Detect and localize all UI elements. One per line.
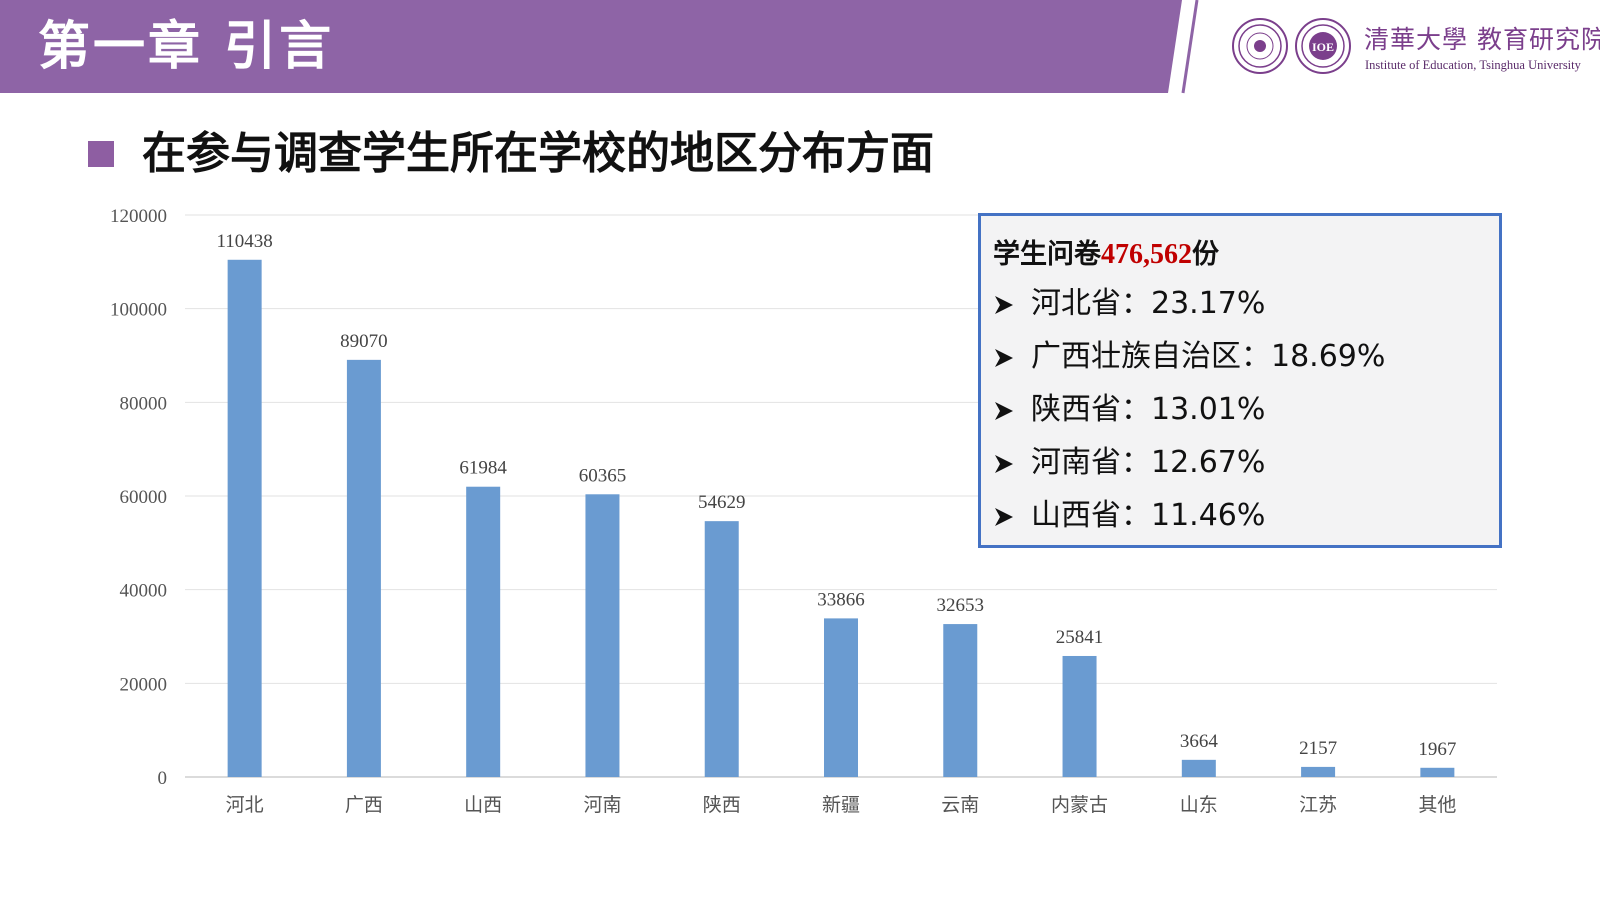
x-tick-label: 山东 [1180, 794, 1218, 816]
bar-4 [704, 521, 739, 777]
data-label: 60365 [579, 465, 627, 486]
x-tick-label: 新疆 [822, 794, 860, 816]
y-tick-label: 0 [158, 768, 168, 789]
list-item-text: 广西壮族自治区：18.69% [1031, 339, 1386, 374]
x-tick-label: 内蒙古 [1051, 794, 1108, 816]
y-tick-label: 80000 [120, 393, 168, 414]
bar-3 [585, 494, 620, 777]
list-item: 山西省：11.46% [993, 496, 1385, 549]
data-label: 89070 [340, 331, 388, 352]
tsinghua-seal-icon [1232, 18, 1288, 74]
summary-heading-prefix: 学生问卷 [993, 239, 1101, 270]
institute-name-cn: 清華大學 教育研究院 [1364, 25, 1600, 54]
ioe-seal-icon: IOE [1295, 18, 1351, 74]
bar-7 [1062, 655, 1097, 777]
data-label: 2157 [1299, 738, 1337, 759]
list-item-text: 河北省：23.17% [1031, 286, 1266, 321]
bar-6 [943, 624, 978, 777]
summary-list: 河北省：23.17% 广西壮族自治区：18.69% 陕西省：13.01% 河南省… [993, 284, 1385, 549]
summary-heading-suffix: 份 [1192, 239, 1219, 270]
x-tick-label: 河南 [583, 794, 621, 816]
section-title: 在参与调查学生所在学校的地区分布方面 [142, 128, 934, 179]
x-tick-label: 广西 [345, 794, 383, 816]
x-tick-label: 其他 [1418, 794, 1456, 816]
list-item: 陕西省：13.01% [993, 390, 1385, 443]
summary-box: 学生问卷476,562份 河北省：23.17% 广西壮族自治区：18.69% 陕… [978, 213, 1502, 548]
bar-10 [1420, 767, 1455, 777]
data-label: 3664 [1180, 731, 1219, 752]
seal-text: IOE [1312, 40, 1334, 54]
section-bullet-icon [88, 141, 114, 167]
chart-y-axis: 0 20000 40000 60000 80000 100000 120000 [110, 206, 167, 789]
data-label: 54629 [698, 492, 746, 513]
data-label: 25841 [1056, 627, 1104, 648]
arrow-bullet-icon [993, 284, 1017, 324]
y-tick-label: 20000 [120, 674, 168, 695]
bar-0 [227, 259, 262, 777]
header-banner: 第一章 引言 IOE 清華大學 教育研究院 Institute of Educa… [0, 0, 1600, 95]
x-tick-label: 云南 [941, 794, 979, 816]
list-item: 河北省：23.17% [993, 284, 1385, 337]
x-tick-label: 江苏 [1299, 794, 1337, 816]
data-label: 110438 [216, 231, 272, 252]
data-label: 61984 [459, 458, 507, 479]
list-item: 河南省：12.67% [993, 443, 1385, 496]
list-item-text: 河南省：12.67% [1031, 445, 1266, 480]
bar-1 [346, 359, 381, 777]
tsinghua-logo: IOE 清華大學 教育研究院 Institute of Education, T… [1232, 18, 1600, 78]
institute-name-en: Institute of Education, Tsinghua Univers… [1365, 58, 1581, 72]
banner-shape [0, 0, 1199, 94]
arrow-bullet-icon [993, 337, 1017, 377]
y-tick-label: 120000 [110, 206, 167, 227]
bar-2 [466, 486, 501, 777]
data-label: 1967 [1418, 739, 1456, 760]
summary-total: 476,562 [1101, 239, 1192, 270]
chart-labels: 110438 河北 89070 广西 61984 山西 60365 河南 54629 陕西 3386… [216, 231, 1456, 816]
chapter-title: 第一章 引言 [38, 17, 335, 77]
data-label: 32653 [937, 595, 985, 616]
list-item: 广西壮族自治区：18.69% [993, 337, 1385, 390]
arrow-bullet-icon [993, 443, 1017, 483]
x-tick-label: 河北 [226, 794, 264, 816]
arrow-bullet-icon [993, 496, 1017, 536]
y-tick-label: 100000 [110, 300, 167, 321]
bar-8 [1181, 759, 1216, 777]
list-item-text: 陕西省：13.01% [1031, 392, 1266, 427]
y-tick-label: 40000 [120, 581, 168, 602]
bar-5 [824, 618, 858, 777]
x-tick-label: 陕西 [703, 794, 741, 816]
list-item-text: 山西省：11.46% [1031, 498, 1266, 533]
arrow-bullet-icon [993, 390, 1017, 430]
summary-heading: 学生问卷476,562份 [993, 232, 1219, 271]
bar-9 [1301, 766, 1336, 777]
x-tick-label: 山西 [464, 794, 502, 816]
chart-bars [227, 259, 1455, 777]
y-tick-label: 60000 [120, 487, 168, 508]
data-label: 33866 [817, 589, 865, 610]
